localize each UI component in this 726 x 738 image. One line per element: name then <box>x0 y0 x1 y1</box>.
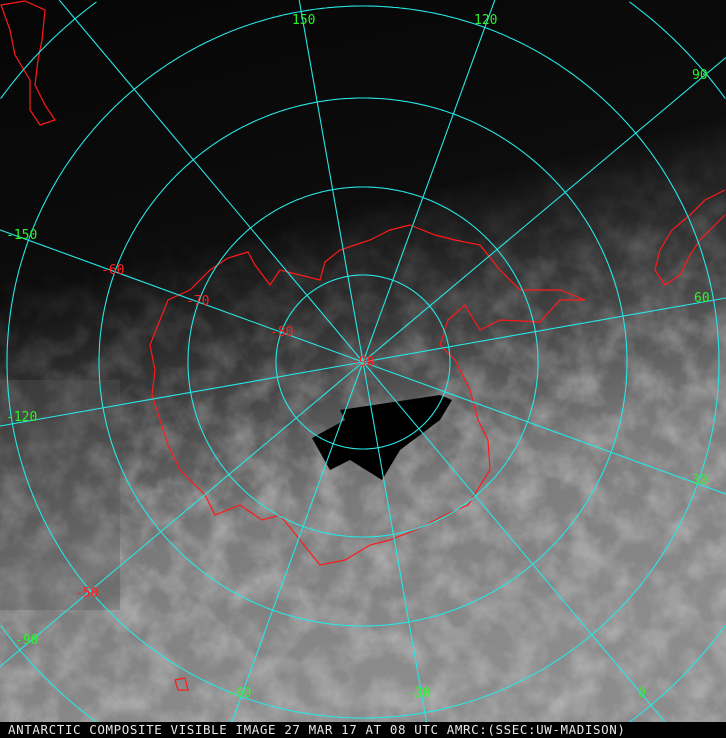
latitude-circle <box>275 274 451 450</box>
latitude-circle <box>6 5 720 719</box>
image-caption: ANTARCTIC COMPOSITE VISIBLE IMAGE 27 MAR… <box>0 722 726 738</box>
latitude-circle <box>187 186 539 538</box>
meridian-line <box>362 361 726 495</box>
meridian-line <box>362 0 496 363</box>
lat-label-minus50: -50 <box>75 586 99 601</box>
lat-label-minus80: -80 <box>270 325 294 340</box>
meridian-line <box>298 0 364 363</box>
meridian-line <box>58 0 364 363</box>
lon-label-150: 150 <box>292 13 316 28</box>
south-america-coastline <box>0 0 56 126</box>
lon-label-60: 60 <box>694 291 710 306</box>
meridian-line <box>362 361 679 738</box>
antarctica-coastline <box>149 224 586 566</box>
coastlines <box>0 0 726 691</box>
meridian-line <box>362 361 430 738</box>
lon-label-minus120: -120 <box>6 410 38 425</box>
lon-label-120: 120 <box>474 13 498 28</box>
lat-label-minus60: -60 <box>101 263 125 278</box>
lon-label-minus150: -150 <box>6 228 38 243</box>
cloud-band <box>0 380 120 610</box>
lat-label-minus90: -90 <box>351 355 375 370</box>
meridian-line <box>0 361 364 427</box>
lon-label-minus30: -30 <box>407 686 431 701</box>
island-coastline <box>174 677 189 691</box>
africa-coastline <box>654 189 726 286</box>
meridian-line <box>225 361 364 738</box>
lon-label-minus60: -60 <box>228 686 252 701</box>
lon-label-30: 30 <box>692 473 708 488</box>
latitude-circle <box>98 97 628 627</box>
meridian-line <box>362 297 726 363</box>
data-gap <box>312 395 452 480</box>
meridian-line <box>0 361 364 668</box>
meridian-line <box>0 229 364 363</box>
lat-label-minus70: -70 <box>186 294 210 309</box>
lon-label-0: 0 <box>638 686 646 701</box>
lon-label-90: 90 <box>692 68 708 83</box>
meridian-line <box>362 56 726 363</box>
lon-label-minus90: -90 <box>15 633 39 648</box>
